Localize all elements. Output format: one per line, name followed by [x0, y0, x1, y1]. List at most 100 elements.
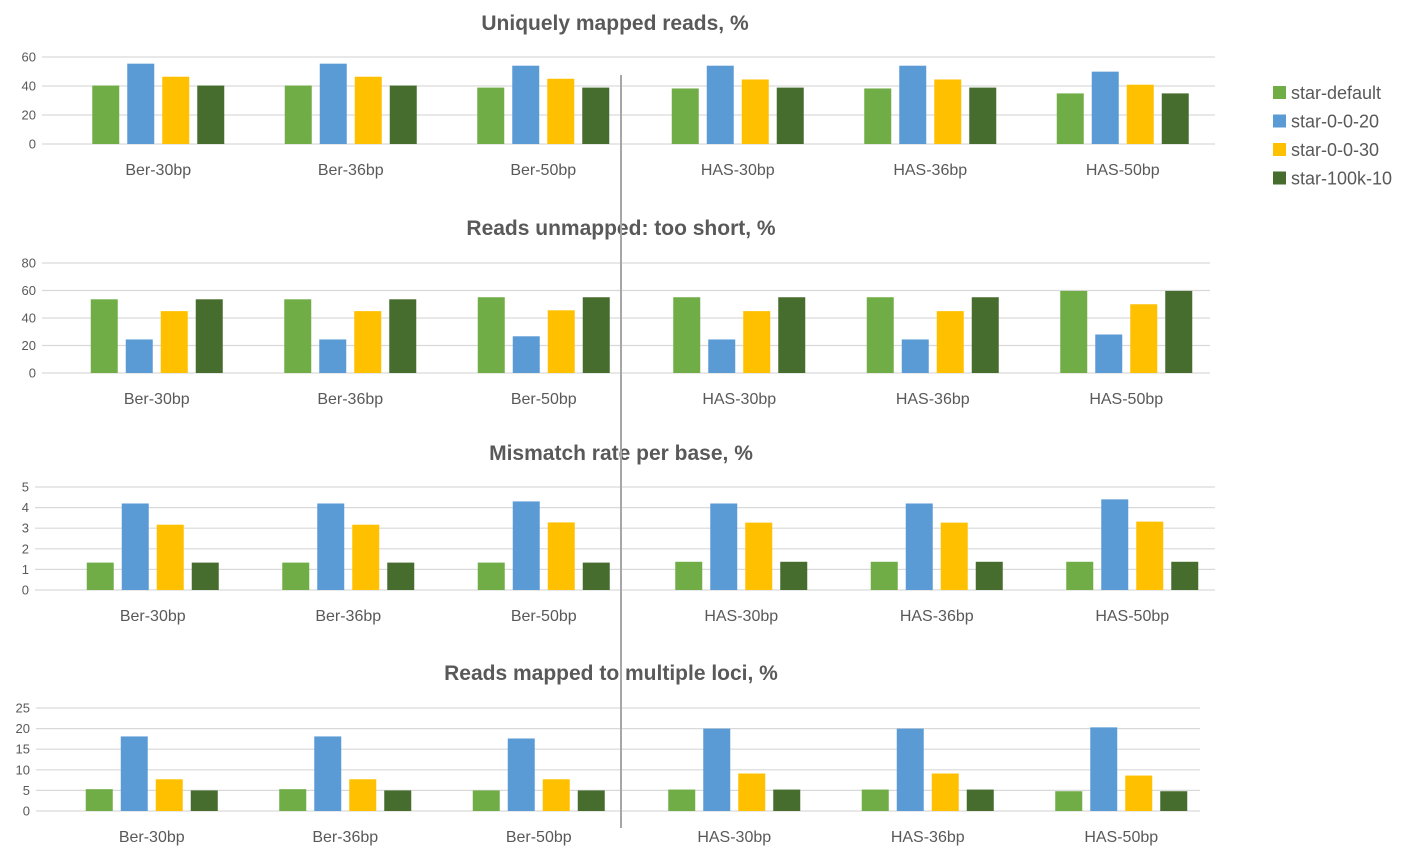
y-tick-label: 1 — [22, 562, 29, 577]
bar-star-0-0-30 — [738, 773, 766, 811]
bar-star-0-0-20 — [319, 339, 347, 373]
bar-star-0-0-30 — [934, 79, 962, 144]
bar-star-default — [668, 789, 696, 811]
y-tick-label: 4 — [22, 500, 29, 515]
bar-star-100k-10 — [1165, 290, 1193, 373]
bar-star-default — [472, 790, 500, 811]
bar-star-0-0-20 — [120, 736, 148, 811]
x-category-label: Ber-50bp — [506, 829, 572, 846]
bar-star-100k-10 — [195, 299, 223, 373]
bar-star-0-0-20 — [512, 65, 540, 144]
bar-star-0-0-30 — [160, 311, 188, 373]
bar-star-100k-10 — [191, 562, 219, 590]
x-category-label: HAS-50bp — [1089, 391, 1163, 408]
chart-panel: Uniquely mapped reads, % 0 20 40 60 Ber-30bp B… — [22, 12, 1215, 179]
x-category-label: HAS-36bp — [891, 829, 965, 846]
bar-star-0-0-30 — [156, 524, 184, 590]
bar-star-0-0-30 — [155, 779, 183, 811]
bar-star-100k-10 — [971, 297, 999, 373]
bar-star-default — [92, 85, 120, 144]
y-tick-label: 40 — [22, 311, 36, 326]
bar-star-0-0-20 — [317, 503, 345, 590]
bar-star-100k-10 — [1161, 93, 1189, 144]
bar-star-0-0-20 — [319, 63, 347, 144]
bar-star-0-0-20 — [901, 339, 929, 373]
bar-star-100k-10 — [387, 562, 415, 590]
y-tick-label: 60 — [22, 50, 36, 65]
bar-star-default — [477, 297, 505, 373]
bar-star-100k-10 — [197, 85, 225, 144]
bar-star-0-0-30 — [741, 79, 769, 144]
legend-swatch — [1273, 114, 1286, 128]
bar-star-0-0-20 — [1101, 499, 1129, 590]
bar-star-0-0-30 — [547, 522, 575, 590]
y-tick-label: 5 — [23, 783, 30, 798]
bar-star-0-0-30 — [354, 311, 382, 373]
y-tick-label: 60 — [22, 283, 36, 298]
bar-star-default — [870, 561, 898, 590]
bar-star-0-0-20 — [1095, 334, 1123, 373]
legend-item: star-0-0-30 — [1273, 140, 1379, 160]
bar-star-default — [1056, 93, 1084, 144]
bar-star-0-0-20 — [507, 738, 535, 811]
legend-swatch — [1273, 171, 1286, 185]
bar-star-0-0-30 — [940, 522, 968, 590]
bar-star-0-0-20 — [1090, 727, 1118, 811]
legend-item: star-100k-10 — [1273, 169, 1392, 189]
bar-star-0-0-20 — [1091, 71, 1119, 144]
bar-star-0-0-20 — [314, 736, 342, 811]
bar-star-0-0-30 — [162, 76, 190, 144]
bar-star-100k-10 — [1160, 791, 1188, 811]
x-category-label: HAS-50bp — [1086, 162, 1160, 179]
legend-label: star-100k-10 — [1291, 169, 1392, 189]
chart-panel: Reads unmapped: too short, %020406080Ber… — [22, 217, 1210, 408]
legend-swatch — [1273, 143, 1286, 156]
bar-star-default — [477, 87, 505, 144]
x-category-label: HAS-50bp — [1084, 829, 1158, 846]
bar-star-0-0-30 — [931, 773, 959, 811]
bar-star-0-0-30 — [1126, 84, 1154, 144]
chart-panel: Reads mapped to multiple loci, % 0 5 10 15 20… — [16, 662, 1200, 846]
x-category-label: HAS-36bp — [896, 391, 970, 408]
bar-star-0-0-20 — [703, 728, 731, 811]
bar-star-default — [282, 562, 310, 590]
bar-star-default — [673, 297, 701, 373]
bar-star-0-0-30 — [1136, 521, 1164, 590]
bar-star-100k-10 — [190, 790, 218, 811]
bar-star-100k-10 — [773, 789, 801, 811]
bar-star-0-0-20 — [127, 63, 155, 144]
bar-star-default — [477, 562, 505, 590]
x-category-label: Ber-30bp — [120, 608, 186, 625]
bar-star-100k-10 — [969, 87, 997, 144]
y-tick-label: 20 — [22, 108, 36, 123]
x-category-label: Ber-30bp — [125, 162, 191, 179]
y-tick-label: 20 — [16, 721, 30, 736]
bar-star-0-0-30 — [349, 779, 377, 811]
x-category-label: HAS-36bp — [893, 162, 967, 179]
x-category-label: HAS-30bp — [702, 391, 776, 408]
x-category-label: Ber-30bp — [119, 829, 185, 846]
y-tick-label: 2 — [22, 541, 29, 556]
x-category-label: Ber-50bp — [510, 162, 576, 179]
legend-item: star-0-0-20 — [1273, 112, 1379, 132]
x-category-label: HAS-36bp — [900, 608, 974, 625]
legend-label: star-0-0-20 — [1291, 112, 1379, 132]
x-category-label: Ber-30bp — [124, 391, 190, 408]
y-tick-label: 20 — [22, 338, 36, 353]
y-tick-label: 5 — [22, 480, 29, 495]
bar-star-0-0-30 — [936, 311, 964, 373]
bar-star-0-0-30 — [1125, 775, 1153, 811]
bar-star-default — [866, 297, 894, 373]
bar-star-default — [284, 85, 312, 144]
bar-star-0-0-30 — [542, 779, 570, 811]
bar-star-0-0-30 — [354, 76, 382, 144]
bar-star-100k-10 — [582, 562, 610, 590]
bar-star-default — [284, 299, 312, 373]
bar-star-0-0-30 — [745, 522, 773, 590]
y-tick-label: 25 — [16, 701, 30, 716]
bar-star-default — [86, 562, 114, 590]
bar-star-100k-10 — [577, 790, 605, 811]
bar-star-default — [85, 789, 113, 811]
